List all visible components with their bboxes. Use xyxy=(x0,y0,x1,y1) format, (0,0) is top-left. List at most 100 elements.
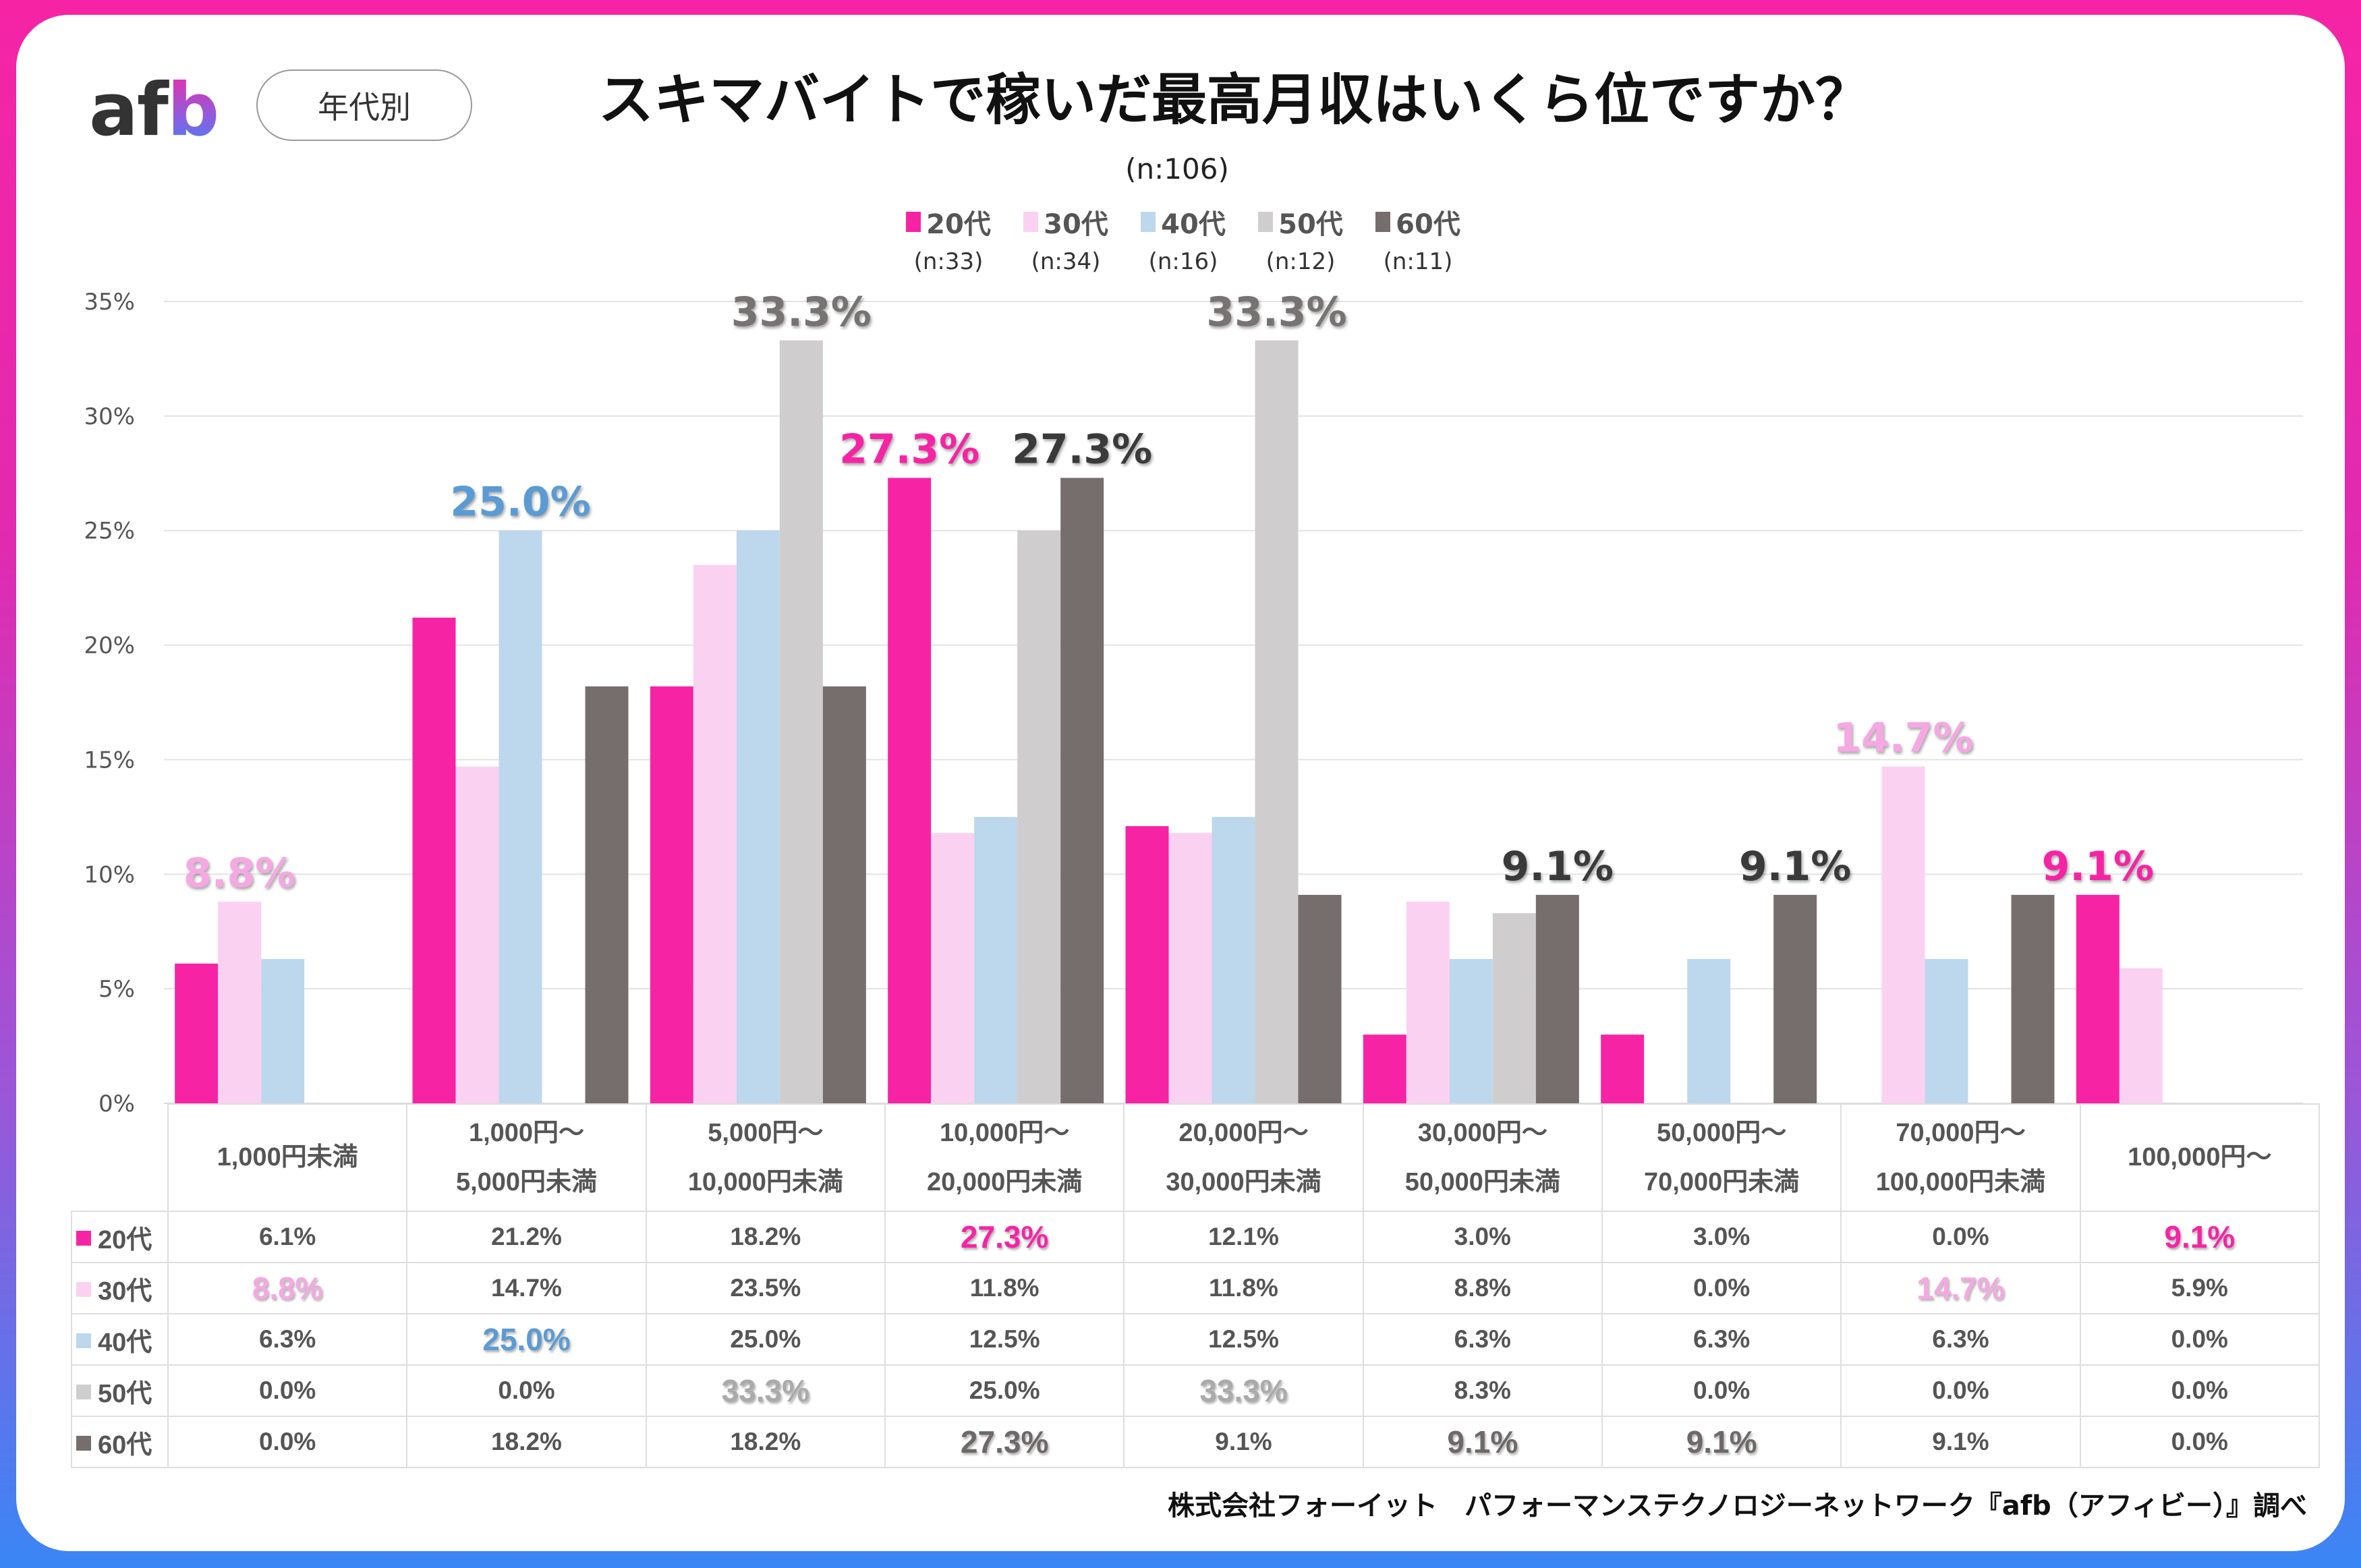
table-cell: 9.1% xyxy=(1601,1416,1842,1468)
category-label-line: 50,000円未満 xyxy=(1404,1167,1560,1196)
data-label: 27.3% xyxy=(1012,426,1152,473)
bar-20代-4 xyxy=(1125,825,1169,1103)
bar-60代-1 xyxy=(585,686,629,1103)
data-label: 25.0% xyxy=(450,479,590,526)
bar-60代-2 xyxy=(822,686,866,1103)
table-cell: 6.3% xyxy=(167,1313,408,1366)
legend-swatch-icon xyxy=(1141,212,1156,232)
bar-40代-3 xyxy=(974,817,1018,1103)
legend-label: 20代 xyxy=(926,209,991,240)
legend-swatch-icon xyxy=(1258,212,1274,232)
table-cell: 14.7% xyxy=(406,1262,647,1314)
row-label-text: 30代 xyxy=(98,1277,152,1306)
table-row: 30代 8.8% 14.7% 23.5% 11.8% 11.8% 8.8% 0.0% 14.7%… xyxy=(71,1262,2320,1314)
sample-size-total: (n:106) xyxy=(1125,152,1229,185)
row-swatch-icon xyxy=(76,1435,91,1451)
bar-40代-5 xyxy=(1449,958,1493,1103)
row-label-text: 40代 xyxy=(98,1328,152,1357)
legend-label-row: 30代 xyxy=(1023,202,1108,241)
data-label: 33.3% xyxy=(731,289,872,336)
table-cell: 6.3% xyxy=(1601,1313,1842,1366)
table-cell: 21.2% xyxy=(406,1211,647,1263)
y-tick-label: 30% xyxy=(84,403,135,430)
bar-20代-0 xyxy=(175,963,219,1103)
table-cell: 14.7% xyxy=(1840,1262,2081,1314)
row-label-text: 50代 xyxy=(98,1379,152,1408)
legend-sample-size: (n:11) xyxy=(1383,248,1453,275)
legend-sample-size: (n:12) xyxy=(1265,248,1336,275)
category-label-line: 70,000円未満 xyxy=(1644,1167,1800,1196)
data-label: 33.3% xyxy=(1206,289,1346,336)
category-header: 70,000円～ 100,000円未満 xyxy=(1840,1103,2081,1212)
data-label: 8.8% xyxy=(183,850,295,897)
bar-50代-4 xyxy=(1255,340,1299,1103)
chart-title: スキマバイトで稼いだ最高月収はいくら位ですか？ xyxy=(598,68,1871,132)
table-header-row: 1,000円未満 1,000円～ 5,000円未満 5,000円～ 10,000円未満 1… xyxy=(72,1103,2320,1212)
bar-20代-5 xyxy=(1363,1035,1406,1103)
table-cell: 11.8% xyxy=(1123,1262,1364,1314)
table-cell: 0.0% xyxy=(1601,1262,1842,1314)
y-tick-label: 15% xyxy=(84,747,135,774)
category-label-line: 30,000円未満 xyxy=(1166,1167,1321,1196)
table-cell: 27.3% xyxy=(884,1211,1125,1263)
category-label-line: 1,000円未満 xyxy=(217,1143,358,1172)
row-swatch-icon xyxy=(76,1281,91,1297)
bar-50代-5 xyxy=(1492,913,1536,1103)
logo-text-b: b xyxy=(167,68,219,152)
y-tick-label: 35% xyxy=(84,289,135,316)
table-cell: 25.0% xyxy=(884,1364,1125,1417)
table-cell: 6.3% xyxy=(1840,1313,2081,1366)
legend-label-row: 60代 xyxy=(1375,202,1460,241)
data-label: 9.1% xyxy=(1739,843,1851,890)
row-label: 60代 xyxy=(71,1416,169,1468)
legend-item: 30代 (n:34) xyxy=(1015,202,1117,275)
bar-20代-8 xyxy=(2076,894,2120,1103)
legend-sample-size: (n:16) xyxy=(1148,248,1218,275)
bar-50代-3 xyxy=(1017,530,1061,1103)
data-table: 1,000円未満 1,000円～ 5,000円未満 5,000円～ 10,000円未満 1… xyxy=(71,1103,2320,1468)
category-label-line: 100,000円～ xyxy=(2128,1143,2272,1172)
legend-swatch-icon xyxy=(906,212,921,232)
bar-30代-0 xyxy=(218,902,262,1103)
bar-30代-3 xyxy=(931,833,975,1103)
bar-30代-1 xyxy=(455,766,499,1103)
category-label-line: 5,000円～ xyxy=(708,1119,824,1148)
table-corner xyxy=(72,1104,169,1211)
data-label: 9.1% xyxy=(1502,843,1614,890)
table-cell: 12.5% xyxy=(884,1313,1125,1366)
row-swatch-icon xyxy=(76,1333,91,1348)
data-label: 14.7% xyxy=(1833,715,1973,762)
category-label-line: 70,000円～ xyxy=(1896,1119,2026,1148)
legend-label: 30代 xyxy=(1044,209,1108,240)
legend-swatch-icon xyxy=(1023,212,1039,232)
bar-40代-2 xyxy=(736,530,780,1103)
bar-60代-4 xyxy=(1298,894,1342,1103)
category-label-line: 20,000円～ xyxy=(1178,1119,1309,1148)
row-swatch-icon xyxy=(76,1230,91,1246)
table-cell: 0.0% xyxy=(2079,1416,2320,1468)
table-cell: 0.0% xyxy=(1840,1211,2081,1263)
table-cell: 0.0% xyxy=(167,1364,408,1417)
bar-60代-7 xyxy=(2011,894,2055,1103)
table-cell: 6.1% xyxy=(167,1211,408,1263)
bar-30代-8 xyxy=(2119,968,2163,1103)
category-label-line: 100,000円未満 xyxy=(1875,1167,2046,1196)
table-cell: 12.5% xyxy=(1123,1313,1364,1366)
table-cell: 3.0% xyxy=(1362,1211,1603,1263)
legend-item: 20代 (n:33) xyxy=(897,202,1000,275)
table-row: 20代 6.1% 21.2% 18.2% 27.3% 12.1% 3.0% 3.0% 0.0% 9… xyxy=(71,1211,2320,1263)
table-cell: 9.1% xyxy=(1123,1416,1364,1468)
table-cell: 5.9% xyxy=(2079,1262,2320,1314)
logo-text-af: af xyxy=(89,68,169,152)
table-cell: 0.0% xyxy=(2079,1313,2320,1366)
bar-30代-4 xyxy=(1168,833,1212,1103)
table-row: 50代 0.0% 0.0% 33.3% 25.0% 33.3% 8.3% 0.0% 0.0% 0.… xyxy=(71,1364,2320,1417)
table-cell: 27.3% xyxy=(884,1416,1125,1468)
legend-label-row: 20代 xyxy=(906,202,991,241)
legend-label: 60代 xyxy=(1396,209,1460,240)
category-label-line: 50,000円～ xyxy=(1657,1119,1787,1148)
category-header: 1,000円未満 xyxy=(167,1103,408,1212)
row-label-text: 20代 xyxy=(98,1225,152,1254)
table-cell: 33.3% xyxy=(645,1364,886,1417)
category-header: 10,000円～ 20,000円未満 xyxy=(884,1103,1125,1212)
